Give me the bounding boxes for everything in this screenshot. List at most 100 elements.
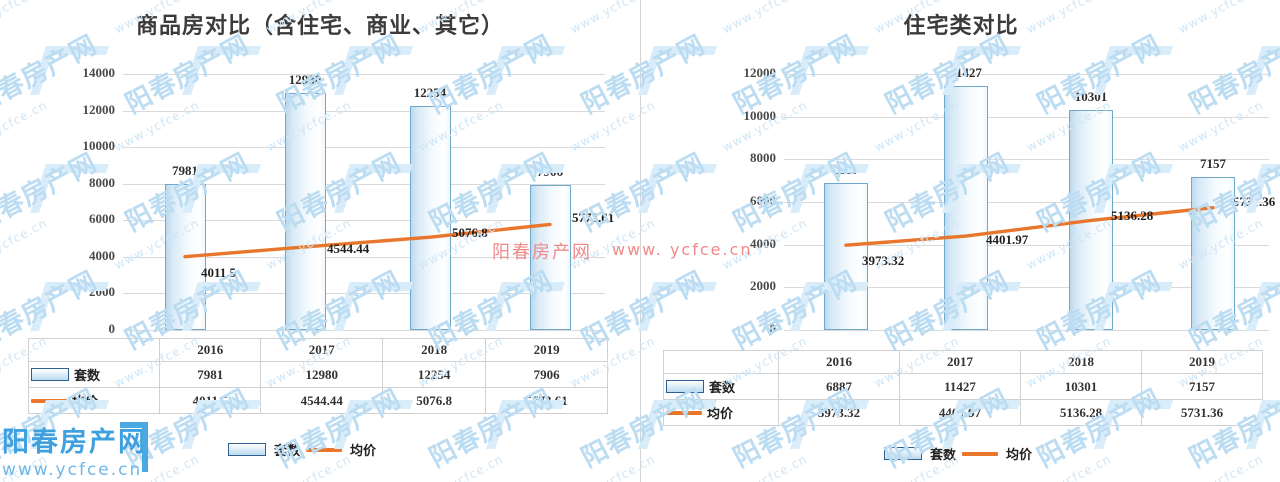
data-table: 2016 2017 2018 2019 套数 6887 11427 10301 7157 均价 39… (663, 350, 1263, 426)
line-value-label: 5731.36 (1233, 193, 1276, 209)
table-cell: 10301 (1020, 373, 1142, 400)
bar-2016 (824, 183, 868, 330)
bar-value-label: 12254 (413, 84, 447, 100)
y-axis-tick-label: 14000 (82, 65, 116, 80)
y-axis-tick-label: 2000 (89, 284, 115, 300)
table-cell: 3973.32 (778, 399, 900, 426)
line-value-label: 4011.5 (201, 264, 237, 280)
table-header-2018: 2018 (381, 338, 487, 362)
gridline (784, 116, 1269, 118)
line-value-label: 5773.61 (572, 210, 615, 226)
bar-value-label: 11427 (950, 65, 982, 81)
table-header-2016: 2016 (158, 338, 262, 362)
bar-2019 (529, 185, 571, 330)
bar-2017 (284, 92, 326, 330)
y-axis-tick-label: 12000 (743, 65, 777, 80)
line-swatch-icon (666, 410, 702, 415)
gridline (123, 183, 605, 185)
gridline (123, 110, 605, 112)
bar-value-label: 10301 (1074, 89, 1108, 105)
y-axis-tick-label: 2000 (750, 278, 776, 294)
gridline (784, 202, 1269, 203)
table-header-2019: 2019 (1141, 350, 1263, 374)
bar-2019 (1191, 177, 1235, 330)
table-cell: 6887 (778, 373, 900, 400)
bar-value-label: 7981 (172, 163, 198, 179)
table-row: 套数 7981 12980 12254 7906 (28, 361, 608, 388)
line-value-label: 5076.8 (452, 225, 488, 241)
bar-value-label: 7906 (537, 164, 563, 180)
table-header-row: 2016 2017 2018 2019 (29, 338, 608, 362)
table-header-2018: 2018 (1020, 350, 1142, 374)
table-cell: 5136.28 (1020, 399, 1142, 426)
y-axis-tick-label: 6000 (750, 193, 776, 208)
table-header-2016: 2016 (778, 350, 900, 374)
bar-swatch-icon (666, 380, 704, 393)
table-cell: 5076.8 (381, 387, 487, 414)
line-value-label: 4401.97 (986, 232, 1029, 248)
average-price-line (844, 206, 1215, 247)
table-row-label-text: 均价 (72, 395, 99, 410)
table-cell: 4544.44 (260, 387, 383, 414)
legend-label: 均价 (350, 444, 377, 459)
table-row: 套数 6887 11427 10301 7157 (663, 373, 1263, 400)
table-corner-cell (664, 351, 779, 374)
table-header-row: 2016 2017 2018 2019 (664, 350, 1263, 374)
gridline (123, 293, 605, 295)
table-cell: 7906 (485, 361, 608, 388)
table-row: 均价 4011.5 4544.44 5076.8 5773.61 (28, 387, 608, 414)
line-swatch-icon (31, 398, 67, 403)
table-row-label-均价: 均价 (663, 399, 779, 426)
bar-2018 (409, 105, 451, 330)
y-axis-tick-label: 4000 (89, 247, 115, 263)
table-corner-cell (29, 339, 160, 362)
y-axis-tick-label: 10000 (82, 138, 116, 154)
legend-label: 套数 (274, 444, 301, 459)
legend-label: 套数 (930, 448, 957, 463)
bar-value-label: 6887 (833, 162, 859, 178)
table-header-2017: 2017 (899, 350, 1021, 374)
legend-line-swatch-icon (962, 451, 999, 456)
line-value-label: 4544.44 (327, 240, 370, 256)
table-row-label-均价: 均价 (28, 387, 160, 414)
gridline (123, 220, 605, 222)
chart-panel-residential: 住宅类对比 12000 10000 8000 6000 4000 2000 0 6887 114… (640, 0, 1280, 482)
data-table: 2016 2017 2018 2019 套数 7981 12980 12254 7906 均价 40… (28, 338, 608, 414)
y-axis-tick-label: 12000 (82, 101, 116, 117)
table-row-label-text: 套数 (709, 381, 736, 396)
gridline (123, 330, 605, 331)
gridline (123, 74, 605, 75)
table-cell: 4401.97 (899, 399, 1021, 426)
plot-area: 12000 10000 8000 6000 4000 2000 0 6887 11427 1030… (641, 0, 1280, 482)
gridline (784, 287, 1269, 289)
table-cell: 12254 (381, 361, 487, 388)
chart-title: 住宅类对比 (903, 13, 1019, 38)
legend-bar-swatch-icon (884, 447, 922, 460)
table-cell: 7157 (1141, 373, 1263, 400)
bar-value-label: 12980 (288, 71, 322, 87)
bar-2017 (944, 86, 988, 330)
chart-title: 商品房对比（含住宅、商业、其它） (135, 13, 504, 38)
y-axis-tick-label: 10000 (743, 107, 777, 123)
bar-value-label: 7157 (1200, 156, 1226, 172)
bar-swatch-icon (31, 368, 69, 381)
average-price-line (183, 222, 552, 259)
legend-bar-swatch-icon (228, 443, 266, 456)
y-axis-tick-label: 0 (769, 321, 777, 336)
table-cell: 7981 (158, 361, 262, 388)
gridline (784, 244, 1269, 246)
gridline (784, 74, 1269, 75)
legend-line-swatch-icon (306, 447, 343, 452)
y-axis-tick-label: 0 (108, 321, 116, 336)
table-cell: 12980 (260, 361, 383, 388)
table-row-label-text: 均价 (707, 407, 734, 422)
table-row-label-套数: 套数 (663, 373, 779, 400)
legend-label: 均价 (1006, 448, 1033, 463)
table-row-label-套数: 套数 (28, 361, 160, 388)
table-cell: 5773.61 (485, 387, 608, 414)
line-value-label: 3973.32 (862, 253, 905, 269)
table-cell: 4011.5 (158, 387, 262, 414)
y-axis-tick-label: 8000 (89, 174, 115, 190)
chart-legend: 套数 均价 (884, 444, 1032, 463)
line-value-label: 5136.28 (1111, 208, 1154, 224)
